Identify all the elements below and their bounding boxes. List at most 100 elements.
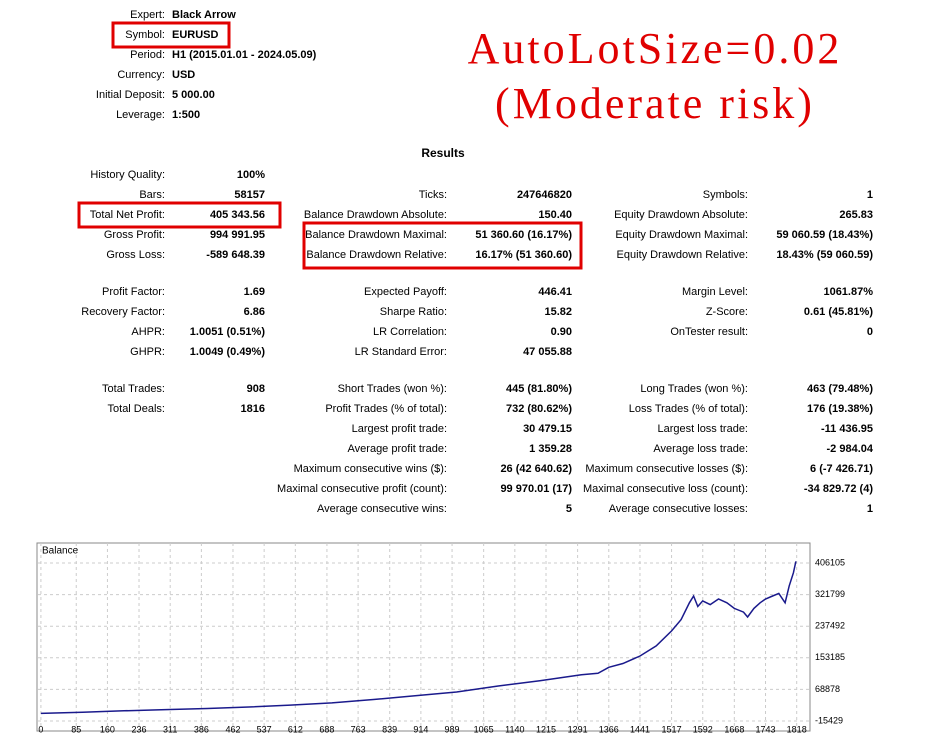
stat-label: Average profit trade: bbox=[348, 443, 447, 455]
stat-label: LR Correlation: bbox=[373, 326, 447, 338]
stat-label: Balance Drawdown Absolute: bbox=[304, 209, 447, 221]
y-tick-label: -15429 bbox=[815, 715, 843, 725]
x-tick-label: 462 bbox=[225, 724, 240, 734]
stat-label: Sharpe Ratio: bbox=[380, 306, 447, 318]
stat-label: Equity Drawdown Maximal: bbox=[615, 229, 748, 241]
stat-label: Bars: bbox=[139, 189, 165, 201]
x-tick-label: 386 bbox=[194, 724, 209, 734]
stat-label: GHPR: bbox=[130, 346, 165, 358]
stat-label: Z-Score: bbox=[706, 306, 748, 318]
stat-value: 150.40 bbox=[538, 209, 572, 221]
stat-value: 176 (19.38%) bbox=[807, 403, 873, 415]
stat-value: 0.90 bbox=[551, 326, 572, 338]
x-tick-label: 537 bbox=[257, 724, 272, 734]
stat-value: 463 (79.48%) bbox=[807, 383, 873, 395]
x-tick-label: 311 bbox=[163, 724, 177, 734]
x-tick-label: 160 bbox=[100, 724, 115, 734]
annotation: AutoLotSize=0.02 bbox=[468, 24, 843, 73]
results-title: Results bbox=[421, 146, 465, 160]
field-label: Leverage: bbox=[116, 109, 165, 121]
stat-value: 51 360.60 (16.17%) bbox=[475, 229, 572, 241]
stat-value: 6.86 bbox=[244, 306, 265, 318]
stat-value: 16.17% (51 360.60) bbox=[475, 249, 572, 261]
balance-line bbox=[40, 561, 797, 715]
stat-value: 994 991.95 bbox=[210, 229, 265, 241]
x-tick-label: 914 bbox=[413, 724, 428, 734]
stat-label: Largest profit trade: bbox=[352, 423, 447, 435]
stat-label: Recovery Factor: bbox=[81, 306, 165, 318]
stat-label: Maximum consecutive losses ($): bbox=[585, 463, 748, 475]
y-tick-label: 68878 bbox=[815, 684, 840, 694]
y-tick-label: 153185 bbox=[815, 652, 845, 662]
x-tick-label: 1517 bbox=[662, 724, 682, 734]
x-tick-label: 1291 bbox=[568, 724, 588, 734]
stat-label: Largest loss trade: bbox=[658, 423, 749, 435]
stat-label: Equity Drawdown Absolute: bbox=[614, 209, 748, 221]
stat-value: 405 343.56 bbox=[210, 209, 265, 221]
stat-value: 445 (81.80%) bbox=[506, 383, 572, 395]
stat-value: 59 060.59 (18.43%) bbox=[776, 229, 873, 241]
x-tick-label: 1668 bbox=[724, 724, 744, 734]
field-value: 1:500 bbox=[172, 109, 200, 121]
chart-frame bbox=[36, 542, 811, 732]
stat-value: 6 (-7 426.71) bbox=[810, 463, 873, 475]
stat-label: Total Deals: bbox=[108, 403, 165, 415]
stat-value: 1.69 bbox=[244, 286, 265, 298]
stat-value: 1.0049 (0.49%) bbox=[190, 346, 266, 358]
highlight-box bbox=[77, 201, 282, 229]
stat-label: LR Standard Error: bbox=[355, 346, 447, 358]
stat-label: Average consecutive losses: bbox=[609, 503, 748, 515]
field-label: Currency: bbox=[117, 69, 165, 81]
stat-label: Long Trades (won %): bbox=[640, 383, 748, 395]
x-tick-label: 688 bbox=[319, 724, 334, 734]
annotation: (Moderate risk) bbox=[495, 79, 815, 128]
stat-value: 18.43% (59 060.59) bbox=[776, 249, 873, 261]
y-tick-label: 237492 bbox=[815, 621, 845, 631]
stat-value: 1 359.28 bbox=[529, 443, 572, 455]
x-tick-label: 1592 bbox=[693, 724, 713, 734]
field-value: 5 000.00 bbox=[172, 89, 215, 101]
stat-value: 99 970.01 (17) bbox=[500, 483, 572, 495]
stat-label: Balance Drawdown Relative: bbox=[306, 249, 447, 261]
x-tick-label: 1215 bbox=[536, 724, 556, 734]
stat-value: -34 829.72 (4) bbox=[804, 483, 873, 495]
stat-label: Average loss trade: bbox=[653, 443, 748, 455]
stat-value: -11 436.95 bbox=[821, 423, 873, 435]
stat-value: 0 bbox=[867, 326, 873, 338]
highlight-box bbox=[302, 221, 583, 270]
x-tick-label: 1065 bbox=[474, 724, 494, 734]
stat-value: 265.83 bbox=[839, 209, 873, 221]
field-value: USD bbox=[172, 69, 195, 81]
stat-value: 30 479.15 bbox=[523, 423, 572, 435]
stat-value: -589 648.39 bbox=[206, 249, 265, 261]
stat-label: Equity Drawdown Relative: bbox=[617, 249, 748, 261]
x-tick-label: 839 bbox=[382, 724, 397, 734]
x-tick-label: 989 bbox=[445, 724, 460, 734]
stat-label: Maximal consecutive profit (count): bbox=[277, 483, 447, 495]
stat-label: Total Trades: bbox=[102, 383, 165, 395]
x-tick-label: 0 bbox=[38, 724, 43, 734]
field-value: Black Arrow bbox=[172, 9, 236, 21]
field-value: H1 (2015.01.01 - 2024.05.09) bbox=[172, 49, 317, 61]
stat-value: 446.41 bbox=[538, 286, 572, 298]
stat-label: Maximum consecutive wins ($): bbox=[294, 463, 447, 475]
stat-label: Average consecutive wins: bbox=[317, 503, 447, 515]
stat-value: 58157 bbox=[234, 189, 265, 201]
chart-title: Balance bbox=[42, 546, 79, 557]
x-tick-label: 236 bbox=[132, 724, 147, 734]
stat-label: AHPR: bbox=[131, 326, 165, 338]
stat-label: OnTester result: bbox=[670, 326, 748, 338]
x-tick-label: 1140 bbox=[505, 724, 524, 734]
x-tick-label: 763 bbox=[351, 724, 366, 734]
stat-label: Short Trades (won %): bbox=[338, 383, 447, 395]
stat-value: 100% bbox=[237, 169, 265, 181]
stat-value: 1 bbox=[867, 503, 873, 515]
stat-value: 732 (80.62%) bbox=[506, 403, 572, 415]
stat-value: 247646820 bbox=[517, 189, 572, 201]
stat-label: Symbols: bbox=[703, 189, 748, 201]
x-tick-label: 1366 bbox=[599, 724, 619, 734]
stat-label: Gross Loss: bbox=[106, 249, 165, 261]
field-value: EURUSD bbox=[172, 29, 219, 41]
stat-label: Total Net Profit: bbox=[90, 209, 165, 221]
